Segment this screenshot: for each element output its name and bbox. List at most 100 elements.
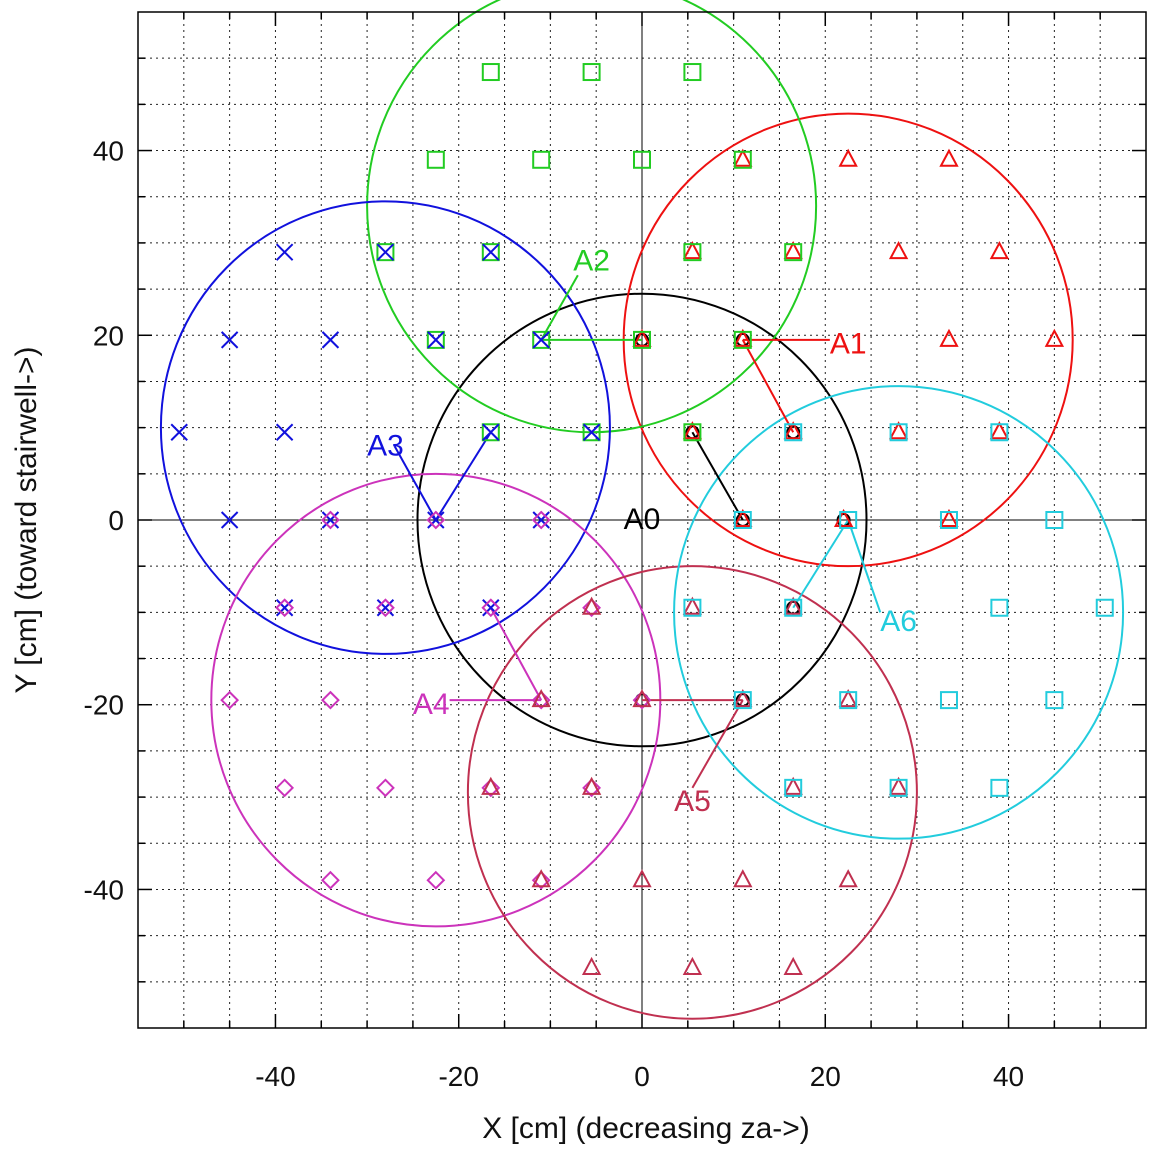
data-point-a3	[532, 511, 550, 529]
data-point-a3	[321, 331, 340, 349]
x-tick-label: 40	[993, 1061, 1024, 1092]
series-label-a6: A6	[880, 605, 917, 638]
data-point-a2	[633, 330, 651, 349]
data-point-a5	[783, 776, 803, 795]
data-point-a1	[783, 241, 803, 260]
data-point-a4	[582, 778, 602, 798]
data-point-a5	[632, 869, 652, 888]
data-point-a5	[581, 956, 602, 975]
data-point-a1	[733, 148, 753, 167]
data-point-a3	[275, 599, 294, 617]
data-point-a5	[733, 688, 753, 708]
data-point-a3	[427, 511, 445, 529]
data-point-a6	[939, 691, 958, 710]
data-point-a1	[838, 148, 858, 167]
data-point-a6	[784, 423, 803, 442]
data-point-a2	[683, 243, 702, 262]
tick-labels: -40 -20 0 20 40 -40 -20 0 20 40	[84, 12, 1146, 1092]
data-point-a2	[426, 330, 445, 349]
data-point-a6	[784, 598, 803, 617]
data-point-a1	[733, 328, 753, 347]
data-point-a1	[682, 241, 703, 260]
series-label-a1: A1	[830, 328, 867, 361]
data-point-a2	[733, 150, 752, 169]
data-point-a6	[1095, 598, 1114, 617]
data-point-a6	[839, 511, 858, 529]
data-point-a5	[838, 688, 858, 708]
data-point-a6	[683, 598, 702, 617]
data-point-a3	[170, 423, 188, 441]
data-point-a5	[838, 869, 858, 888]
leader-lines	[393, 274, 882, 789]
coverage-circle-a6	[673, 385, 1125, 840]
data-point-a5	[783, 596, 803, 615]
data-point-a4	[531, 690, 551, 710]
data-point-a6	[1045, 511, 1064, 529]
data-point-a4	[275, 778, 295, 798]
data-point-a4	[376, 598, 395, 618]
data-point-a6	[889, 423, 908, 442]
data-point-a4	[531, 870, 551, 890]
data-point-a6	[990, 598, 1009, 617]
data-point-a4	[632, 690, 652, 710]
data-point-a2	[426, 150, 445, 169]
data-point-a2	[481, 63, 500, 82]
data-point-a3	[482, 423, 500, 441]
data-point-a6	[889, 778, 908, 797]
data-point-a4	[426, 870, 446, 890]
data-point-a4	[321, 690, 340, 710]
data-point-a3	[376, 599, 395, 617]
data-point-a6	[939, 511, 958, 529]
data-point-a6	[990, 778, 1009, 797]
data-point-a3	[482, 599, 500, 617]
data-point-a5	[581, 776, 602, 795]
data-point-a4	[321, 510, 340, 530]
data-point-a2	[481, 243, 500, 262]
data-point-a6	[839, 691, 858, 710]
data-point-a2	[582, 423, 601, 442]
data-point-a6	[990, 423, 1009, 442]
data-point-a2	[683, 63, 702, 82]
leader-line-a4	[489, 607, 543, 701]
data-point-a1	[939, 148, 959, 167]
series-label-a2: A2	[573, 245, 610, 278]
data-point-a4	[275, 598, 295, 618]
data-point-a1	[888, 421, 909, 440]
leader-line-a0	[691, 431, 744, 521]
data-point-a2	[784, 243, 803, 262]
data-point-a1	[939, 328, 959, 347]
data-point-a4	[376, 778, 395, 798]
data-point-a2	[582, 63, 601, 82]
data-point-a3	[220, 331, 239, 349]
coverage-circle-a0	[416, 292, 868, 748]
data-point-a3	[275, 423, 294, 441]
series-labels: A0 A1 A2 A3 A4 A5 A6	[367, 245, 917, 818]
leader-line-a1	[741, 339, 795, 433]
data-point-a6	[1045, 691, 1064, 710]
data-point-a1	[682, 421, 703, 440]
data-point-a4	[582, 598, 602, 618]
leader-line-a6	[792, 519, 850, 609]
x-tick-label: -40	[255, 1061, 295, 1092]
data-point-a4	[481, 598, 501, 618]
y-tick-label: 20	[93, 320, 124, 351]
y-tick-label: 0	[108, 505, 124, 536]
data-point-a3	[321, 511, 340, 529]
coverage-circle-a5	[466, 565, 918, 1020]
data-point-a3	[220, 511, 239, 529]
data-point-a4	[481, 778, 501, 798]
data-point-a3	[275, 243, 294, 261]
series-label-a3: A3	[367, 429, 404, 462]
data-point-a2	[481, 423, 500, 442]
leader-line-a3	[434, 431, 492, 521]
data-point-a1	[733, 508, 753, 527]
coverage-circle-a3	[159, 200, 611, 655]
data-point-a4	[531, 510, 551, 530]
data-point-a6	[733, 511, 752, 529]
x-tick-label: -20	[438, 1061, 478, 1092]
y-axis-title: Y [cm] (toward stairwell->)	[10, 346, 43, 693]
data-point-a6	[784, 778, 803, 797]
data-point-a3	[376, 243, 395, 261]
y-tick-label: -20	[84, 690, 124, 721]
